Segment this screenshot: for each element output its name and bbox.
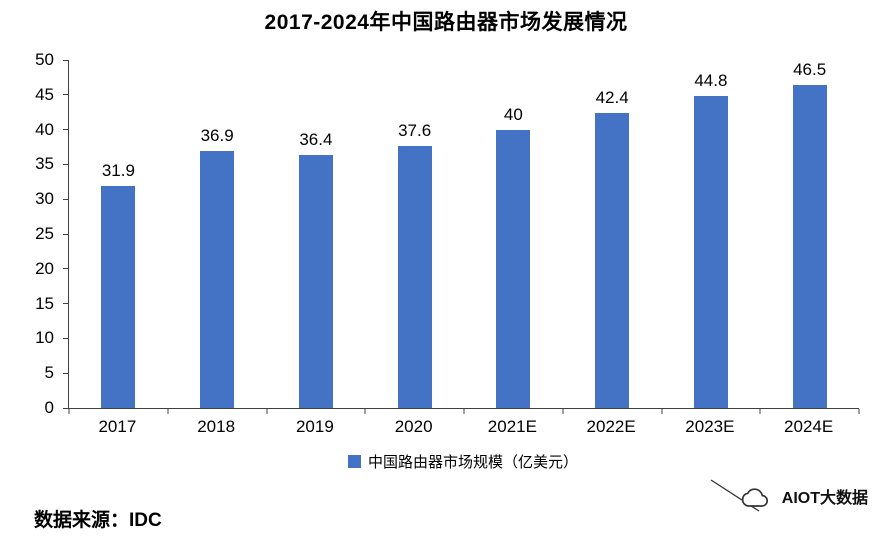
x-axis-label: 2023E [685,417,735,436]
legend-swatch [347,455,361,468]
bar-value-label: 44.8 [694,71,728,91]
bar-group: 46.5 [760,60,859,408]
y-axis-tick-label: 20 [35,258,54,278]
y-axis: 0 5 10 15 20 25 30 35 40 45 50 [0,51,68,417]
x-axis-label: 2024E [784,417,834,436]
y-axis-tick-label: 45 [35,84,54,104]
bar [496,129,531,408]
cloud-icon [710,479,768,512]
legend-label: 中国路由器市场规模（亿美元） [367,454,578,471]
bar-group: 44.8 [662,60,761,408]
x-axis-label: 2022E [586,417,636,436]
y-axis-tick-label: 35 [35,154,54,174]
y-tick-mark [63,407,68,409]
y-tick-mark [63,303,68,305]
y-tick-mark [63,163,68,165]
bar [200,151,235,408]
bar-value-label: 31.9 [101,161,135,180]
bar-group: 42.4 [563,60,662,408]
x-tick-mark [364,409,366,414]
bar [693,96,728,408]
x-tick-mark [562,409,564,414]
x-axis-label: 2019 [295,417,334,436]
bar-value-label: 37.6 [398,121,432,141]
x-tick-mark [68,409,70,414]
x-axis-label: 2017 [98,417,137,436]
bar-value-label: 36.9 [200,126,234,146]
x-tick-mark [266,409,267,414]
y-tick-mark [63,337,68,339]
y-tick-mark [63,233,68,235]
bar-group: 36.9 [168,60,267,408]
x-axis-label: 2018 [197,417,236,436]
x-tick-mark [463,409,465,414]
bar [298,154,333,408]
bar-group: 40 [464,60,563,408]
y-tick-mark [63,268,68,270]
x-tick-mark [167,409,169,414]
bar-value-label: 42.4 [595,87,629,107]
data-source: 数据来源：IDC [34,510,162,531]
x-tick-mark [858,409,860,414]
y-axis-tick-label: 40 [35,119,54,139]
bar-group: 37.6 [365,60,464,408]
y-axis-tick-label: 25 [35,224,54,243]
watermark: AIOT大数据 [709,478,868,514]
y-tick-mark [63,372,68,374]
y-axis-tick-label: 15 [35,293,54,313]
y-axis-tick-label: 10 [35,328,54,348]
bar-value-label: 36.4 [299,129,333,149]
bar-value-label: 40 [503,104,523,124]
x-tick-mark [661,409,662,414]
y-tick-mark [63,59,68,61]
bar [595,112,630,408]
bar-group: 36.4 [267,60,366,408]
bar-value-label: 46.5 [793,60,827,79]
y-tick-mark [63,129,68,131]
y-axis-tick-label: 5 [44,363,54,383]
watermark-text: AIOT大数据 [781,490,868,507]
x-axis-labels: 2017 2018 2019 2020 2021E 2022E 2023E 2024E [68,417,858,437]
legend: 中国路由器市场规模（亿美元） [68,451,858,472]
bar-group: 31.9 [69,60,168,408]
y-tick-mark [63,94,68,96]
x-axis-label: 2021E [487,417,537,436]
bar [792,85,827,408]
x-axis-label: 2020 [394,417,433,436]
bar [397,146,432,408]
y-axis-tick-label: 30 [35,189,54,209]
y-axis-tick-label: 0 [44,398,54,417]
y-tick-mark [63,198,68,200]
plot-area: 31.9 36.9 36.4 37.6 40 42.4 44.8 46.5 [68,60,860,414]
x-tick-mark [759,409,761,414]
bar [101,186,136,408]
y-axis-tick-label: 50 [35,50,54,69]
chart-title: 2017-2024年中国路由器市场发展情况 [264,11,628,34]
